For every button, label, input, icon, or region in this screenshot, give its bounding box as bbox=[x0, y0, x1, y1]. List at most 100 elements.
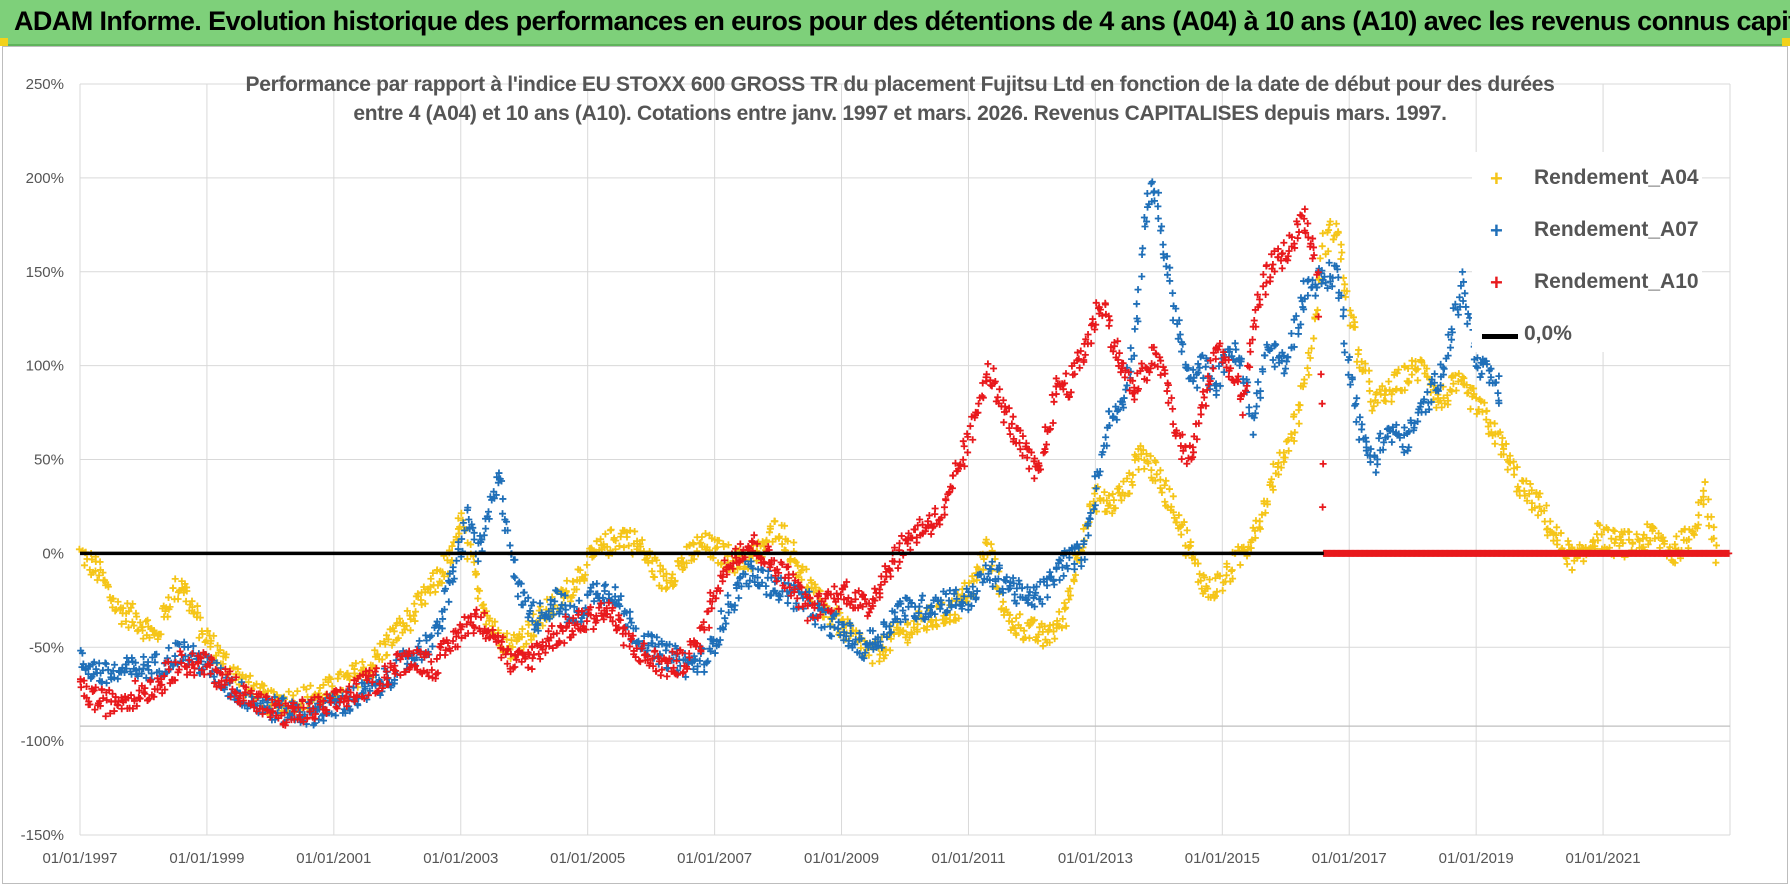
data-point-rendement-a04 bbox=[1356, 364, 1364, 372]
data-point-rendement-a07 bbox=[1163, 271, 1171, 279]
data-point-rendement-a07 bbox=[972, 595, 980, 603]
data-point-rendement-a04 bbox=[1025, 622, 1033, 630]
data-point-rendement-a10 bbox=[1227, 364, 1235, 372]
data-point-rendement-a10 bbox=[188, 650, 196, 658]
data-point-rendement-a07 bbox=[587, 588, 595, 596]
data-point-rendement-a04 bbox=[899, 627, 907, 635]
data-point-rendement-a07 bbox=[1091, 501, 1099, 509]
data-point-rendement-a04 bbox=[638, 536, 646, 544]
chart-frame bbox=[2, 46, 1788, 884]
data-point-rendement-a10 bbox=[1009, 413, 1017, 421]
data-point-rendement-a04 bbox=[1414, 376, 1422, 384]
data-point-rendement-a07 bbox=[1425, 405, 1433, 413]
data-point-rendement-a04 bbox=[1170, 514, 1178, 522]
data-point-rendement-a10 bbox=[869, 602, 877, 610]
data-point-rendement-a04 bbox=[1463, 381, 1471, 389]
data-point-rendement-a07 bbox=[1495, 372, 1503, 380]
data-point-rendement-a07 bbox=[1295, 324, 1303, 332]
data-point-rendement-a04 bbox=[214, 642, 222, 650]
data-point-rendement-a10 bbox=[654, 653, 662, 661]
data-point-rendement-a07 bbox=[1355, 436, 1363, 444]
data-point-rendement-a07 bbox=[945, 597, 953, 605]
data-point-rendement-a07 bbox=[1333, 265, 1341, 273]
data-point-rendement-a10 bbox=[658, 666, 666, 674]
data-point-rendement-a04 bbox=[1444, 401, 1452, 409]
data-point-rendement-a10 bbox=[1129, 377, 1137, 385]
data-point-rendement-a07 bbox=[1287, 330, 1295, 338]
data-point-rendement-a04 bbox=[1175, 511, 1183, 519]
data-point-rendement-a10 bbox=[1081, 351, 1089, 359]
data-point-rendement-a07 bbox=[764, 567, 772, 575]
data-point-rendement-a07 bbox=[1311, 292, 1319, 300]
data-point-rendement-a04 bbox=[573, 585, 581, 593]
data-point-rendement-a10 bbox=[83, 682, 91, 690]
data-point-rendement-a10 bbox=[319, 697, 327, 705]
data-point-rendement-a04 bbox=[1563, 560, 1571, 568]
data-point-rendement-a04 bbox=[1401, 363, 1409, 371]
data-point-rendement-a04 bbox=[1131, 456, 1139, 464]
data-point-rendement-a10 bbox=[1115, 349, 1123, 357]
data-point-rendement-a07 bbox=[883, 633, 891, 641]
data-point-rendement-a07 bbox=[1254, 378, 1262, 386]
data-point-rendement-a07 bbox=[869, 627, 877, 635]
data-point-rendement-a04 bbox=[1310, 334, 1318, 342]
data-point-rendement-a07 bbox=[857, 635, 865, 643]
data-point-rendement-a10 bbox=[859, 603, 867, 611]
data-point-rendement-a07 bbox=[1372, 468, 1380, 476]
data-point-rendement-a04 bbox=[403, 607, 411, 615]
data-point-rendement-a10 bbox=[1076, 364, 1084, 372]
data-point-rendement-a10 bbox=[606, 613, 614, 621]
data-point-rendement-a07 bbox=[627, 619, 635, 627]
data-point-rendement-a10 bbox=[891, 544, 899, 552]
data-point-rendement-a04 bbox=[1694, 521, 1702, 529]
data-point-rendement-a10 bbox=[969, 436, 977, 444]
data-point-rendement-a04 bbox=[868, 659, 876, 667]
data-point-rendement-a10 bbox=[1107, 343, 1115, 351]
data-point-rendement-a07 bbox=[1065, 554, 1073, 562]
data-point-rendement-a04 bbox=[381, 640, 389, 648]
y-tick-label: 100% bbox=[26, 358, 64, 375]
data-point-rendement-a04 bbox=[1451, 371, 1459, 379]
data-point-rendement-a07 bbox=[856, 629, 864, 637]
data-point-rendement-a07 bbox=[1250, 414, 1258, 422]
data-point-rendement-a07 bbox=[1084, 520, 1092, 528]
data-point-rendement-a04 bbox=[1316, 254, 1324, 262]
data-point-rendement-a07 bbox=[139, 665, 147, 673]
data-point-rendement-a07 bbox=[1031, 603, 1039, 611]
data-point-rendement-a07 bbox=[593, 580, 601, 588]
data-point-rendement-a10 bbox=[513, 656, 521, 664]
data-point-rendement-a07 bbox=[110, 674, 118, 682]
data-point-rendement-a10 bbox=[820, 601, 828, 609]
data-point-rendement-a10 bbox=[770, 557, 778, 565]
data-point-rendement-a07 bbox=[1456, 293, 1464, 301]
data-point-rendement-a07 bbox=[1196, 364, 1204, 372]
data-point-rendement-a10 bbox=[931, 505, 939, 513]
data-point-rendement-a07 bbox=[918, 592, 926, 600]
data-point-rendement-a10 bbox=[1145, 368, 1153, 376]
data-point-rendement-a10 bbox=[700, 618, 708, 626]
data-point-rendement-a07 bbox=[547, 596, 555, 604]
data-point-rendement-a10 bbox=[221, 665, 229, 673]
data-point-rendement-a04 bbox=[1625, 536, 1633, 544]
data-point-rendement-a07 bbox=[320, 717, 328, 725]
data-point-rendement-a10 bbox=[522, 653, 530, 661]
data-point-rendement-a07 bbox=[965, 588, 973, 596]
data-point-rendement-a10 bbox=[1031, 455, 1039, 463]
data-point-rendement-a07 bbox=[950, 590, 958, 598]
data-point-rendement-a10 bbox=[979, 394, 987, 402]
data-point-rendement-a07 bbox=[762, 582, 770, 590]
legend-marker-a04: + bbox=[1490, 166, 1503, 191]
data-point-rendement-a10 bbox=[212, 665, 220, 673]
data-point-rendement-a07 bbox=[995, 564, 1003, 572]
data-point-rendement-a10 bbox=[1157, 357, 1165, 365]
data-point-rendement-a07 bbox=[886, 622, 894, 630]
data-point-rendement-a10 bbox=[648, 654, 656, 662]
data-point-rendement-a04 bbox=[1091, 490, 1099, 498]
data-point-rendement-a10 bbox=[991, 377, 999, 385]
data-point-rendement-a04 bbox=[1338, 249, 1346, 257]
data-point-rendement-a10 bbox=[1067, 388, 1075, 396]
data-point-rendement-a07 bbox=[520, 588, 528, 596]
data-point-rendement-a04 bbox=[1058, 624, 1066, 632]
data-point-rendement-a10 bbox=[228, 676, 236, 684]
data-point-rendement-a04 bbox=[91, 567, 99, 575]
